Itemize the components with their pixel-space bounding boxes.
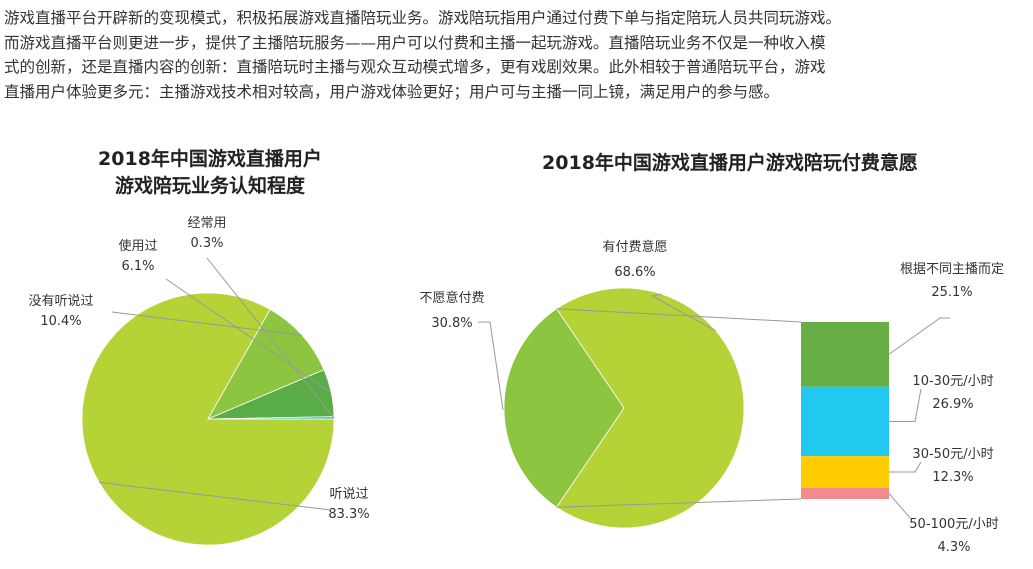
breakdown-leader [889, 388, 922, 422]
left-pie-value: 6.1% [121, 259, 154, 274]
breakdown-value: 4.3% [937, 540, 970, 555]
breakdown-leader [888, 493, 911, 519]
breakdown-label: 10-30元/小时 [912, 374, 993, 389]
right-pie-value: 68.6% [614, 265, 655, 280]
right-pie-leader [650, 293, 717, 332]
left-pie-label: 没有听说过 [28, 294, 93, 309]
breakdown-leader [888, 317, 950, 355]
intro-line: 直播用户体验更多元：主播游戏技术相对较高，用户游戏体验更好；用户可与主播一同上镜… [4, 82, 780, 101]
breakdown-bar-segment [801, 322, 889, 387]
left-pie-slice [207, 416, 335, 420]
left-pie-leader [165, 278, 332, 394]
breakdown-bar-segment [801, 386, 889, 457]
breakdown-label: 50-100元/小时 [909, 517, 998, 532]
right-pie-label: 不愿意付费 [419, 290, 484, 306]
left-pie-label: 经常用 [187, 216, 226, 231]
breakdown-value: 26.9% [932, 397, 973, 412]
left-chart-title-line: 游戏陪玩业务认知程度 [114, 175, 305, 197]
breakdown-bar-segment [801, 456, 889, 488]
left-pie-label: 使用过 [118, 238, 157, 254]
right-pie-slice [503, 308, 625, 508]
intro-paragraph: 游戏直播平台开辟新的变现模式，积极拓展游戏直播陪玩业务。游戏陪玩指用户通过付费下… [4, 6, 1014, 104]
intro-line: 游戏直播平台开辟新的变现模式，积极拓展游戏直播陪玩业务。游戏陪玩指用户通过付费下… [4, 9, 842, 27]
left-pie-value: 83.3% [328, 507, 369, 522]
breakdown-bar-segment [801, 487, 889, 499]
right-pie-label: 有付费意愿 [602, 239, 667, 255]
right-pie-slice [555, 287, 745, 529]
breakdown-value: 12.3% [932, 470, 973, 485]
intro-line: 式的创新，还是直播内容的创新：直播陪玩时主播与观众互动模式增多，更有戏剧效果。此… [4, 58, 826, 76]
breakdown-leader [889, 461, 922, 473]
breakdown-label: 根据不同主播而定 [900, 262, 1004, 277]
breakdown-connector [556, 498, 802, 508]
left-pie-value: 10.4% [40, 314, 81, 329]
right-pie-value: 30.8% [431, 316, 472, 331]
left-pie-label: 听说过 [329, 487, 368, 502]
left-pie-leader [111, 311, 303, 336]
breakdown-value: 25.1% [931, 285, 972, 300]
intro-line: 而游戏直播平台则更进一步，提供了主播陪玩服务——用户可以付费和主播一起玩游戏。直… [4, 33, 826, 52]
left-chart-title: 2018年中国游戏直播用户 游戏陪玩业务认知程度 [40, 146, 380, 200]
left-pie-leader [99, 481, 332, 511]
right-pie-leader [478, 321, 504, 411]
right-chart-title: 2018年中国游戏直播用户游戏陪玩付费意愿 [542, 152, 918, 174]
breakdown-connector [556, 308, 802, 323]
left-pie-leader [206, 257, 335, 419]
breakdown-label: 30-50元/小时 [912, 447, 993, 462]
left-chart-title-line: 2018年中国游戏直播用户 [98, 148, 322, 170]
left-pie-value: 0.3% [190, 236, 223, 251]
